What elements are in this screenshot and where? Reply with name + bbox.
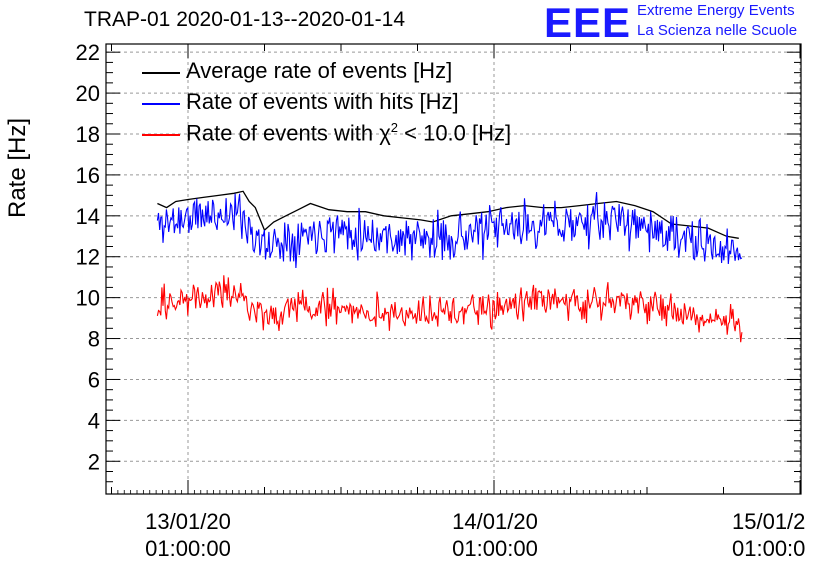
series-line-hits (156, 192, 743, 269)
plot-frame (105, 43, 802, 495)
legend-label-hits: Rate of events with hits [Hz] (186, 89, 459, 114)
chart-title: TRAP-01 2020-01-13--2020-01-14 (84, 8, 406, 31)
legend-swatch-avg (142, 72, 180, 74)
y-tick-label-7: 16 (76, 163, 100, 188)
legend-swatch-hits (142, 103, 180, 105)
y-tick-label-4: 10 (76, 286, 100, 311)
legend-label-chi2: Rate of events with χ2 < 10.0 [Hz] (186, 120, 512, 146)
legend-swatch-chi2 (142, 134, 180, 136)
series-line-chi2 (156, 275, 743, 343)
y-tick-label-5: 12 (76, 245, 100, 270)
y-tick-label-10: 22 (76, 40, 100, 65)
logo-line-2: La Scienza nelle Scuole (637, 22, 798, 39)
legend-label-avg: Average rate of events [Hz] (186, 58, 453, 83)
logo-line-1: Extreme Energy Events (637, 2, 795, 19)
y-tick-label-2: 6 (88, 367, 100, 392)
x-tick-label-0: 13/01/20 01:00:00 (145, 509, 231, 561)
y-tick-label-8: 18 (76, 122, 100, 147)
eee-logo-mark: EEE (544, 0, 632, 46)
y-tick-label-6: 14 (76, 204, 100, 229)
x-tick-label-1: 14/01/20 01:00:00 (452, 509, 538, 561)
series-line-avg (157, 190, 739, 239)
x-tick-label-2: 15/01/2 01:00:0 (732, 509, 806, 561)
y-tick-label-1: 4 (88, 408, 100, 433)
y-tick-label-0: 2 (88, 449, 100, 474)
y-tick-label-9: 20 (76, 81, 100, 106)
y-tick-label-3: 8 (88, 327, 100, 352)
